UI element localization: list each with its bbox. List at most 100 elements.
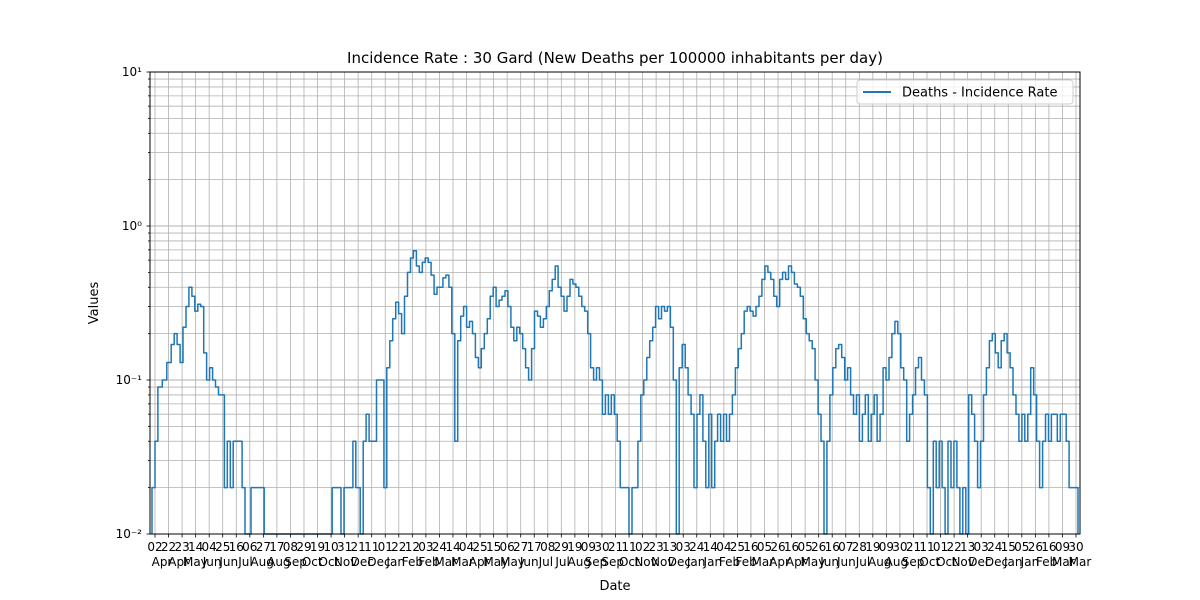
legend-box [856,79,1074,105]
x-tick-day-label: 14 [445,540,460,554]
x-tick-month-label: Jul [855,555,870,569]
x-tick-day-label: 25 [215,540,230,554]
x-tick-day-label: 29 [554,540,569,554]
x-tick-day-label: 05 [757,540,772,554]
x-tick-day-label: 01 [378,540,393,554]
x-tick-month-label: Mar [1052,555,1075,569]
x-tick-month-label: Aug [250,555,273,569]
x-tick-day-label: 23 [174,540,189,554]
grid-lines [150,71,1080,535]
x-tick-day-label: 14 [703,540,718,554]
x-tick-day-label: 15 [486,540,501,554]
x-tick-month-label: Jan [703,555,723,569]
x-tick-month-label: Oct [302,555,323,569]
x-tick-month-label: Dec [351,555,374,569]
x-tick-day-label: 13 [662,540,677,554]
x-tick-month-label: Jul [538,555,553,569]
x-tick-month-label: Jun [819,555,839,569]
x-tick-day-label: 12 [405,540,420,554]
x-tick-day-label: 05 [797,540,812,554]
x-tick-day-label: 30 [1068,540,1083,554]
x-tick-day-label: 16 [825,540,840,554]
x-tick-day-label: 27 [513,540,528,554]
x-tick-day-label: 19 [310,540,325,554]
x-tick-day-label: 21 [351,540,366,554]
x-tick-day-label: 26 [770,540,785,554]
x-tick-month-label: Dec [668,555,691,569]
x-tick-day-label: 04 [202,540,217,554]
legend: Deaths - Incidence Rate [856,79,1074,105]
x-tick-day-label: 10 [323,540,338,554]
x-tick-month-label: May [483,555,508,569]
x-tick-day-label: 02 [635,540,650,554]
x-tick-month-label: Mar [752,555,775,569]
y-tick-label: 10⁻² [116,527,143,541]
x-tick-day-label: 15 [1001,540,1016,554]
x-tick-day-label: 22 [391,540,406,554]
x-tick-month-label: Feb [719,555,740,569]
x-tick-day-label: 30 [594,540,609,554]
x-tick-day-label: 26 [811,540,826,554]
x-tick-month-label: Jul [554,555,569,569]
x-tick-month-label: Sep [585,555,608,569]
x-tick-month-label: May [500,555,525,569]
x-tick-month-label: Mar [1069,555,1092,569]
x-tick-day-label: 28 [852,540,867,554]
x-tick-month-label: Jun [836,555,856,569]
chart-title: Incidence Rate : 30 Gard (New Deaths per… [347,49,883,67]
x-tick-month-label: May [183,555,208,569]
x-tick-day-label: 03 [418,540,433,554]
x-tick-day-label: 24 [432,540,447,554]
x-tick-month-label: Oct [919,555,940,569]
x-tick-day-label: 30 [892,540,907,554]
plot-frame [149,71,1081,535]
x-tick-month-label: Oct [619,555,640,569]
series-lines [151,250,1079,535]
x-tick-month-label: Nov [334,555,357,569]
x-tick-day-label: 25 [472,540,487,554]
y-axis-ticks: 10⁻² 10⁻¹ 10⁰ 10¹ [116,65,150,541]
x-tick-day-label: 16 [743,540,758,554]
x-tick-month-label: Aug [868,555,891,569]
x-tick-day-label: 22 [946,540,961,554]
x-tick-day-label: 31 [337,540,352,554]
x-tick-month-label: Apr [769,555,790,569]
x-tick-month-label: Aug [885,555,908,569]
x-tick-month-label: Jan [686,555,706,569]
x-tick-day-label: 21 [906,540,921,554]
x-axis-label: Date [599,579,630,594]
x-tick-month-label: Dec [968,555,991,569]
x-tick-day-label: 09 [879,540,894,554]
x-tick-day-label: 16 [1041,540,1056,554]
x-tick-day-label: 13 [960,540,975,554]
x-tick-day-label: 24 [689,540,704,554]
x-tick-day-label: 14 [188,540,203,554]
x-tick-day-label: 11 [919,540,934,554]
x-tick-day-label: 24 [987,540,1002,554]
x-tick-day-label: 06 [242,540,257,554]
x-tick-day-label: 27 [256,540,271,554]
y-tick-label: 10¹ [122,65,142,79]
x-tick-month-label: Aug [267,555,290,569]
x-tick-month-label: Mar [434,555,457,569]
x-tick-month-label: Apr [469,555,490,569]
x-tick-month-label: Mar [451,555,474,569]
x-tick-day-label: 23 [648,540,663,554]
x-tick-day-label: 11 [621,540,636,554]
x-tick-month-label: Jul [237,555,252,569]
x-tick-month-label: Jan [1020,555,1040,569]
x-tick-day-label: 08 [540,540,555,554]
x-tick-day-label: 22 [161,540,176,554]
x-tick-month-label: Oct [936,555,957,569]
x-tick-day-label: 01 [933,540,948,554]
x-tick-day-label: 03 [974,540,989,554]
x-tick-month-label: Jan [1003,555,1023,569]
x-tick-month-label: Nov [651,555,674,569]
x-tick-month-label: Feb [418,555,439,569]
x-tick-day-label: 11 [364,540,379,554]
x-tick-month-label: Dec [985,555,1008,569]
x-tick-day-label: 02 [147,540,162,554]
x-axis-ticks: 0222231404251606271708291910312111012212… [147,534,1091,569]
x-tick-month-label: Apr [786,555,807,569]
